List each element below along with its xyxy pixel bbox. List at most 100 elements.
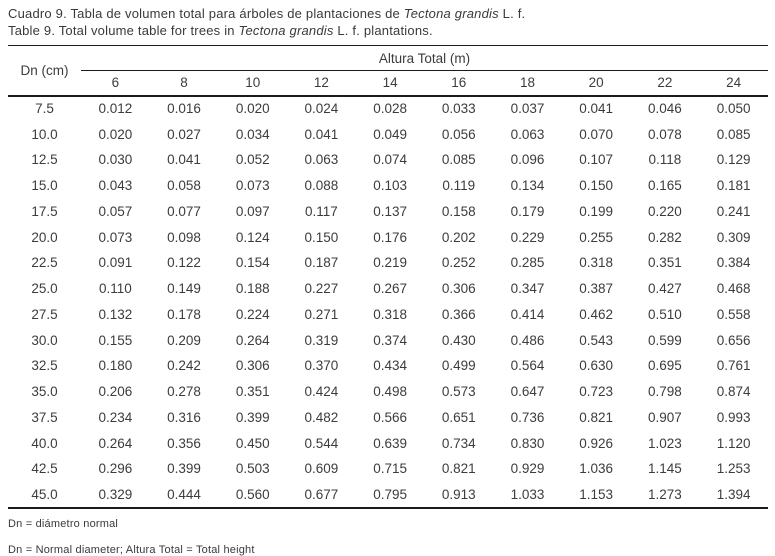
dn-cell: 30.0 <box>31 332 58 348</box>
col-header-height-6: 6 <box>81 70 150 97</box>
dn-cell: 35.0 <box>31 384 58 400</box>
dn-cell: 17.5 <box>31 203 58 219</box>
col-header-altura-total: Altura Total (m) <box>81 45 768 71</box>
volume-cell: 0.229 <box>510 229 545 245</box>
footnote-english: Dn = Normal diameter; Altura Total = Tot… <box>8 543 255 556</box>
volume-cell: 0.030 <box>98 152 133 168</box>
volume-cell: 0.091 <box>98 255 133 271</box>
volume-cell: 0.224 <box>235 306 270 322</box>
volume-cell: 0.188 <box>235 281 270 297</box>
volume-cell: 0.043 <box>98 178 133 194</box>
dn-cell: 27.5 <box>31 306 58 322</box>
volume-cell: 0.073 <box>235 178 270 194</box>
table-row: 30.0 0.155 0.209 0.264 0.319 0.374 0.430 0.486 0… <box>8 327 768 353</box>
volume-cell: 0.351 <box>235 384 270 400</box>
volume-cell: 0.056 <box>441 126 476 142</box>
volume-cell: 1.033 <box>510 486 545 502</box>
volume-cell: 0.132 <box>98 306 133 322</box>
volume-cell: 0.282 <box>647 229 682 245</box>
volume-cell: 0.098 <box>167 229 201 245</box>
volume-cell: 0.150 <box>304 229 339 245</box>
volume-cell: 0.271 <box>304 306 339 322</box>
volume-cell: 0.063 <box>510 126 545 142</box>
col-header-height-24: 24 <box>699 70 768 97</box>
volume-cell: 0.041 <box>304 126 339 142</box>
volume-cell: 0.723 <box>579 384 614 400</box>
volume-cell: 0.058 <box>167 178 201 194</box>
volume-cell: 0.176 <box>373 229 407 245</box>
footnote-spanish: Dn = diámetro normal <box>8 517 119 530</box>
volume-cell: 0.430 <box>441 332 476 348</box>
dn-cell: 7.5 <box>35 101 54 117</box>
volume-cell: 0.219 <box>373 255 407 271</box>
table-body: 7.5 0.012 0.016 0.020 0.024 0.028 0.033 0.037 0.… <box>8 96 768 508</box>
volume-cell: 0.180 <box>98 358 133 374</box>
table-row: 37.5 0.234 0.316 0.399 0.482 0.566 0.651 0.736 0… <box>8 405 768 431</box>
volume-cell: 0.050 <box>716 101 751 117</box>
caption-text: L. f. plantations. <box>333 22 433 38</box>
volume-cell: 1.023 <box>647 435 682 451</box>
volume-cell: 0.651 <box>441 409 476 425</box>
volume-cell: 0.234 <box>98 409 133 425</box>
species-name: Tectona grandis <box>403 6 499 21</box>
table-row: 20.0 0.073 0.098 0.124 0.150 0.176 0.202 0.229 0… <box>8 224 768 250</box>
col-header-dn: Dn (cm) <box>8 45 81 97</box>
volume-cell: 0.137 <box>373 203 407 219</box>
volume-cell: 0.028 <box>373 101 407 117</box>
volume-cell: 0.656 <box>716 332 751 348</box>
volume-cell: 0.096 <box>510 152 545 168</box>
volume-cell: 0.037 <box>510 101 545 117</box>
volume-cell: 0.715 <box>373 461 407 477</box>
table-row: 45.0 0.329 0.444 0.560 0.677 0.795 0.913 1.033 1… <box>8 482 768 508</box>
volume-cell: 0.227 <box>304 281 339 297</box>
volume-cell: 0.020 <box>235 101 270 117</box>
volume-cell: 0.085 <box>716 126 751 142</box>
dn-cell: 12.5 <box>31 152 58 168</box>
volume-cell: 0.734 <box>441 435 476 451</box>
volume-cell: 1.253 <box>716 461 751 477</box>
volume-cell: 0.181 <box>716 178 751 194</box>
volume-cell: 0.209 <box>167 332 201 348</box>
col-header-height-14: 14 <box>355 70 425 97</box>
dn-cell: 37.5 <box>31 409 58 425</box>
volume-cell: 0.544 <box>304 435 339 451</box>
table-row: 15.0 0.043 0.058 0.073 0.088 0.103 0.119 0.134 0… <box>8 173 768 199</box>
col-header-height-10: 10 <box>218 70 288 97</box>
volume-cell: 0.088 <box>304 178 339 194</box>
volume-cell: 0.907 <box>647 409 682 425</box>
volume-cell: 1.120 <box>716 435 751 451</box>
volume-cell: 0.444 <box>167 486 201 502</box>
volume-cell: 1.145 <box>647 461 682 477</box>
volume-cell: 0.639 <box>373 435 407 451</box>
volume-cell: 0.255 <box>579 229 614 245</box>
volume-cell: 1.394 <box>716 486 751 502</box>
volume-cell: 0.034 <box>235 126 270 142</box>
caption-english: Table 9. Total volume table for trees in… <box>8 23 768 40</box>
dn-cell: 40.0 <box>31 435 58 451</box>
volume-cell: 0.241 <box>716 203 751 219</box>
volume-cell: 0.306 <box>441 281 476 297</box>
volume-cell: 0.073 <box>98 229 133 245</box>
volume-cell: 0.913 <box>441 486 476 502</box>
volume-cell: 0.482 <box>304 409 339 425</box>
volume-cell: 0.049 <box>373 126 407 142</box>
col-header-height-8: 8 <box>149 70 219 97</box>
volume-cell: 0.414 <box>510 306 545 322</box>
volume-cell: 0.566 <box>373 409 407 425</box>
volume-cell: 0.107 <box>579 152 614 168</box>
volume-cell: 0.057 <box>98 203 133 219</box>
volume-cell: 0.387 <box>579 281 614 297</box>
volume-cell: 0.630 <box>579 358 614 374</box>
dn-cell: 45.0 <box>31 486 58 502</box>
volume-cell: 0.798 <box>647 384 682 400</box>
table-row: 32.5 0.180 0.242 0.306 0.370 0.434 0.499 0.564 0… <box>8 353 768 379</box>
volume-cell: 0.677 <box>304 486 339 502</box>
dn-cell: 22.5 <box>31 255 58 271</box>
volume-cell: 0.046 <box>647 101 682 117</box>
volume-cell: 0.929 <box>510 461 545 477</box>
volume-cell: 0.424 <box>304 384 339 400</box>
volume-cell: 0.199 <box>579 203 614 219</box>
volume-cell: 1.153 <box>579 486 614 502</box>
volume-cell: 0.316 <box>167 409 201 425</box>
volume-cell: 0.150 <box>579 178 614 194</box>
